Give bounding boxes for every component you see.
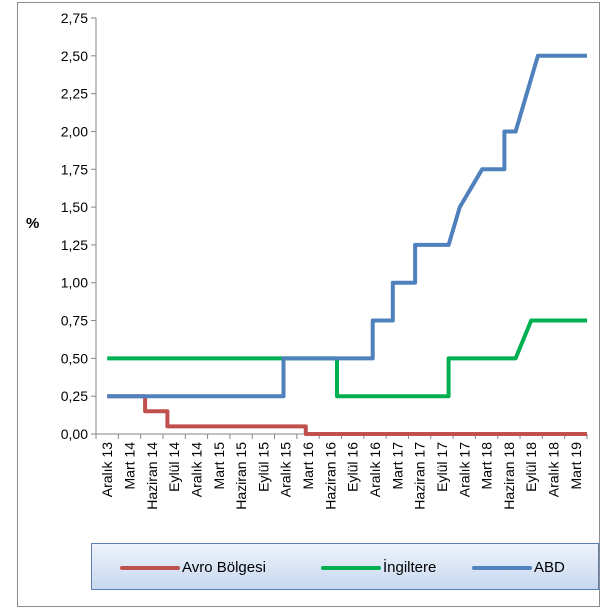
x-tick-label: Haziran 18 bbox=[501, 442, 517, 510]
x-tick-label: Haziran 17 bbox=[412, 442, 428, 510]
legend-swatch-abd bbox=[472, 565, 532, 570]
x-tick-label: Eylül 18 bbox=[523, 442, 539, 492]
x-tick-label: Eylül 17 bbox=[434, 442, 450, 492]
x-tick-label: Mart 16 bbox=[300, 442, 316, 490]
x-tick-label: Aralık 13 bbox=[99, 442, 115, 497]
x-tick-label: Mart 19 bbox=[568, 442, 584, 490]
x-tick-label: Aralık 18 bbox=[546, 442, 562, 497]
legend-item-abd: ABD bbox=[472, 544, 565, 591]
x-tick-label: Haziran 15 bbox=[233, 442, 249, 510]
x-tick-label: Mart 15 bbox=[211, 442, 227, 490]
legend-label-abd: ABD bbox=[534, 559, 565, 576]
x-tick-label: Haziran 16 bbox=[322, 442, 338, 510]
x-tick-label: Eylül 14 bbox=[166, 442, 182, 492]
x-tick-label: Aralık 15 bbox=[278, 442, 294, 497]
y-axis-title: % bbox=[26, 215, 39, 232]
x-tick-label: Eylül 16 bbox=[345, 442, 361, 492]
y-tick-label: 0,75 bbox=[61, 313, 88, 329]
y-tick-label: 2,25 bbox=[61, 86, 88, 102]
y-tick-label: 1,25 bbox=[61, 237, 88, 253]
x-tick-label: Eylül 15 bbox=[255, 442, 271, 492]
legend-swatch-avro bbox=[120, 565, 180, 570]
y-tick-label: 0,00 bbox=[61, 426, 88, 442]
legend-label-ingiltere: İngiltere bbox=[383, 559, 437, 576]
y-tick-label: 2,00 bbox=[61, 123, 88, 139]
chart-frame bbox=[17, 2, 600, 607]
x-tick-label: Mart 17 bbox=[389, 442, 405, 490]
series-line-1 bbox=[107, 318, 587, 399]
y-tick-label: 1,00 bbox=[61, 275, 88, 291]
x-tick-label: Aralık 17 bbox=[456, 442, 472, 497]
legend-item-ingiltere: İngiltere bbox=[321, 544, 436, 591]
x-tick-label: Haziran 14 bbox=[144, 442, 160, 510]
x-tick-label: Mart 18 bbox=[479, 442, 495, 490]
series-line-2 bbox=[107, 53, 587, 399]
series-line-0 bbox=[107, 394, 587, 436]
y-tick-label: 2,75 bbox=[61, 10, 88, 26]
x-tick-label: Aralık 16 bbox=[367, 442, 383, 497]
y-axis: 0,00 0,25 0,50 0,75 1,00 1,25 1,50 1,75 2,00 2,25… bbox=[61, 10, 97, 442]
x-tick-label: Aralık 14 bbox=[188, 442, 204, 497]
legend-label-avro: Avro Bölgesi bbox=[182, 559, 266, 576]
y-tick-label: 0,50 bbox=[61, 350, 88, 366]
x-tick-label: Mart 14 bbox=[121, 442, 137, 490]
y-tick-label: 2,50 bbox=[61, 48, 88, 64]
x-axis: Aralık 13 Mart 14 Haziran 14 Eylül 14 Aralık… bbox=[95, 433, 588, 510]
y-tick-label: 0,25 bbox=[61, 388, 88, 404]
series-lines bbox=[107, 53, 587, 436]
legend-item-avro: Avro Bölgesi bbox=[120, 544, 266, 591]
legend: Avro Bölgesi İngiltere ABD bbox=[91, 543, 599, 590]
y-tick-label: 1,50 bbox=[61, 199, 88, 215]
y-tick-label: 1,75 bbox=[61, 161, 88, 177]
legend-swatch-ingiltere bbox=[321, 565, 381, 570]
line-chart: 0,00 0,25 0,50 0,75 1,00 1,25 1,50 1,75 2,00 2,25… bbox=[26, 10, 588, 510]
